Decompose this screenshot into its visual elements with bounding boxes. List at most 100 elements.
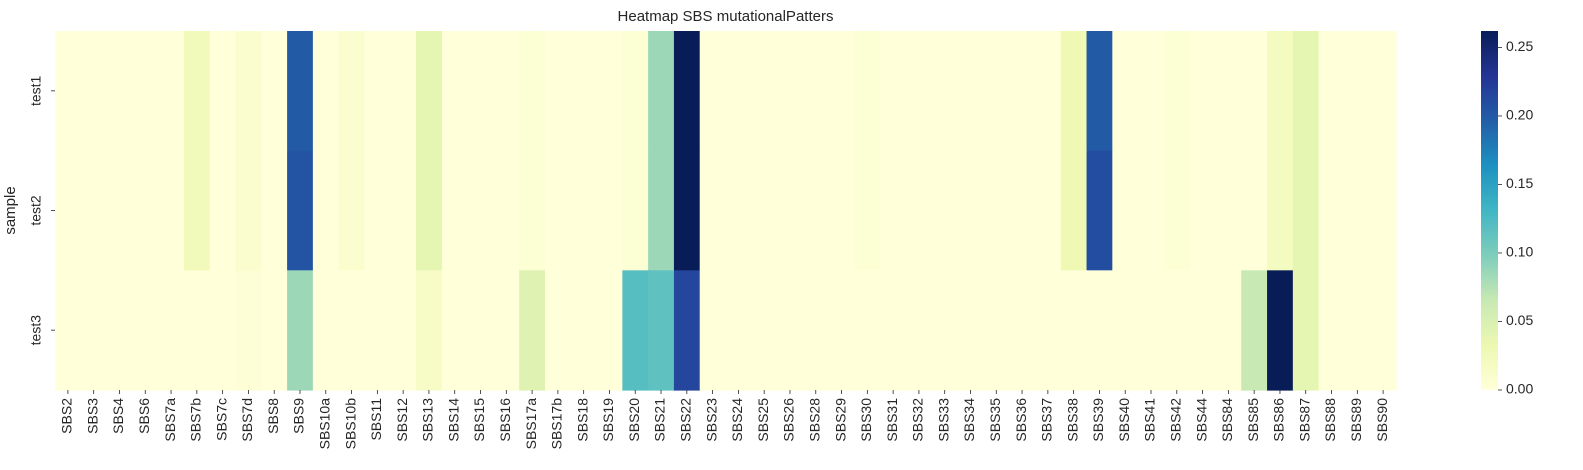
heatmap-cell-test1-SBS3 xyxy=(80,31,108,152)
heatmap-cells xyxy=(55,31,1397,391)
heatmap-cell-test2-SBS22 xyxy=(673,150,701,271)
heatmap-cell-test2-SBS7b xyxy=(183,150,211,271)
heatmap-cell-test3-SBS31 xyxy=(880,270,907,391)
heatmap-cell-test2-SBS28 xyxy=(802,150,830,271)
heatmap-cell-test3-SBS19 xyxy=(596,270,623,391)
heatmap-cell-test2-SBS7c xyxy=(209,150,237,271)
column-tick-label: SBS16 xyxy=(497,398,513,442)
heatmap-cell-test2-SBS40 xyxy=(1112,150,1139,271)
heatmap-cell-test1-SBS41 xyxy=(1138,31,1165,152)
heatmap-cell-test1-SBS15 xyxy=(467,31,495,152)
heatmap-cell-test3-SBS37 xyxy=(1034,270,1062,391)
column-tick-label: SBS33 xyxy=(935,398,951,442)
heatmap-cell-test2-SBS30 xyxy=(854,150,881,271)
column-tick-label: SBS23 xyxy=(703,398,719,442)
column-tick-label: SBS41 xyxy=(1142,398,1158,442)
heatmap-cell-test2-SBS15 xyxy=(467,150,495,271)
heatmap-cell-test1-SBS88 xyxy=(1318,31,1346,152)
heatmap-cell-test1-SBS34 xyxy=(957,31,984,152)
heatmap-cell-test3-SBS8 xyxy=(261,270,288,391)
heatmap-cell-test1-SBS23 xyxy=(699,31,727,152)
heatmap-cell-test2-SBS35 xyxy=(983,150,1010,271)
heatmap-cell-test2-SBS4 xyxy=(106,150,133,271)
heatmap-cell-test2-SBS14 xyxy=(441,150,469,271)
heatmap-cell-test3-SBS10b xyxy=(338,270,366,391)
heatmap-cell-test3-SBS39 xyxy=(1086,270,1113,391)
heatmap-cell-test1-SBS20 xyxy=(622,31,649,152)
heatmap-cell-test2-SBS6 xyxy=(132,150,159,271)
column-tick-label: SBS22 xyxy=(678,398,694,442)
heatmap-cell-test1-SBS89 xyxy=(1344,31,1371,152)
heatmap-cell-test2-SBS17b xyxy=(544,150,572,271)
heatmap-cell-test2-SBS32 xyxy=(906,150,933,271)
heatmap-cell-test1-SBS17a xyxy=(519,31,546,152)
heatmap-cell-test2-SBS44 xyxy=(1189,150,1217,271)
heatmap-cell-test2-SBS39 xyxy=(1086,150,1113,271)
heatmap-cell-test2-SBS37 xyxy=(1034,150,1062,271)
heatmap-cell-test2-SBS9 xyxy=(287,150,314,271)
column-tick-label: SBS10b xyxy=(342,398,358,450)
heatmap-cell-test3-SBS17b xyxy=(544,270,572,391)
column-tick-label: SBS35 xyxy=(987,398,1003,442)
heatmap-cell-test3-SBS21 xyxy=(648,270,675,391)
heatmap-cell-test1-SBS6 xyxy=(132,31,159,152)
heatmap-cell-test3-SBS4 xyxy=(106,270,133,391)
heatmap-cell-test2-SBS21 xyxy=(648,150,675,271)
heatmap-cell-test1-SBS16 xyxy=(493,31,520,152)
colorbar-ticks: 0.00 0.05 0.10 0.15 0.20 0.25 xyxy=(1498,38,1533,397)
heatmap-cell-test1-SBS4 xyxy=(106,31,133,152)
colorbar xyxy=(1481,31,1498,390)
heatmap-cell-test3-SBS42 xyxy=(1163,270,1191,391)
heatmap-cell-test3-SBS40 xyxy=(1112,270,1139,391)
heatmap-cell-test1-SBS35 xyxy=(983,31,1010,152)
column-tick-label: SBS3 xyxy=(84,398,100,434)
heatmap-cell-test3-SBS34 xyxy=(957,270,984,391)
heatmap-cell-test1-SBS7b xyxy=(183,31,211,152)
heatmap-cell-test2-SBS42 xyxy=(1163,150,1191,271)
column-tick-label: SBS39 xyxy=(1090,398,1106,442)
column-tick-label: SBS25 xyxy=(755,398,771,442)
column-tick-label: SBS7a xyxy=(162,398,178,442)
heatmap-cell-test1-SBS38 xyxy=(1060,31,1088,152)
heatmap-cell-test1-SBS11 xyxy=(364,31,391,152)
heatmap-cell-test2-SBS3 xyxy=(80,150,108,271)
column-tick-label: SBS2 xyxy=(59,398,75,434)
column-tick-label: SBS10a xyxy=(316,398,332,450)
heatmap-cell-test2-SBS18 xyxy=(570,150,598,271)
heatmap-cell-test3-SBS7a xyxy=(158,270,185,391)
heatmap-cell-test1-SBS40 xyxy=(1112,31,1139,152)
column-tick-label: SBS14 xyxy=(445,398,461,442)
heatmap-cell-test3-SBS22 xyxy=(673,270,701,391)
column-tick-label: SBS15 xyxy=(471,398,487,442)
heatmap-cell-test1-SBS26 xyxy=(777,31,804,152)
heatmap-cell-test3-SBS7c xyxy=(209,270,237,391)
column-tick-label: SBS40 xyxy=(1116,398,1132,442)
column-tick-label: SBS8 xyxy=(265,398,281,434)
heatmap-cell-test3-SBS11 xyxy=(364,270,391,391)
heatmap-cell-test1-SBS85 xyxy=(1241,31,1268,152)
heatmap-cell-test1-SBS7c xyxy=(209,31,237,152)
heatmap-cell-test3-SBS24 xyxy=(725,270,752,391)
heatmap-cell-test2-SBS8 xyxy=(261,150,288,271)
heatmap-cell-test1-SBS39 xyxy=(1086,31,1113,152)
column-tick-label: SBS13 xyxy=(420,398,436,442)
heatmap-cell-test3-SBS10a xyxy=(312,270,340,391)
heatmap-cell-test2-SBS7a xyxy=(158,150,185,271)
heatmap-cell-test1-SBS17b xyxy=(544,31,572,152)
heatmap-cell-test2-SBS88 xyxy=(1318,150,1346,271)
column-tick-label: SBS28 xyxy=(806,398,822,442)
column-tick-label: SBS37 xyxy=(1039,398,1055,442)
heatmap-cell-test3-SBS6 xyxy=(132,270,159,391)
heatmap-cell-test3-SBS85 xyxy=(1241,270,1268,391)
heatmap-cell-test2-SBS29 xyxy=(828,150,856,271)
heatmap-cell-test2-SBS34 xyxy=(957,150,984,271)
colorbar-tick-label: 0.20 xyxy=(1506,107,1533,123)
colorbar-tick-label: 0.25 xyxy=(1506,38,1533,54)
heatmap-cell-test1-SBS13 xyxy=(416,31,443,152)
heatmap-cell-test1-SBS28 xyxy=(802,31,830,152)
heatmap-cell-test3-SBS3 xyxy=(80,270,108,391)
row-tick-label: test1 xyxy=(28,75,44,106)
heatmap-cell-test3-SBS84 xyxy=(1215,270,1242,391)
heatmap-cell-test1-SBS30 xyxy=(854,31,881,152)
